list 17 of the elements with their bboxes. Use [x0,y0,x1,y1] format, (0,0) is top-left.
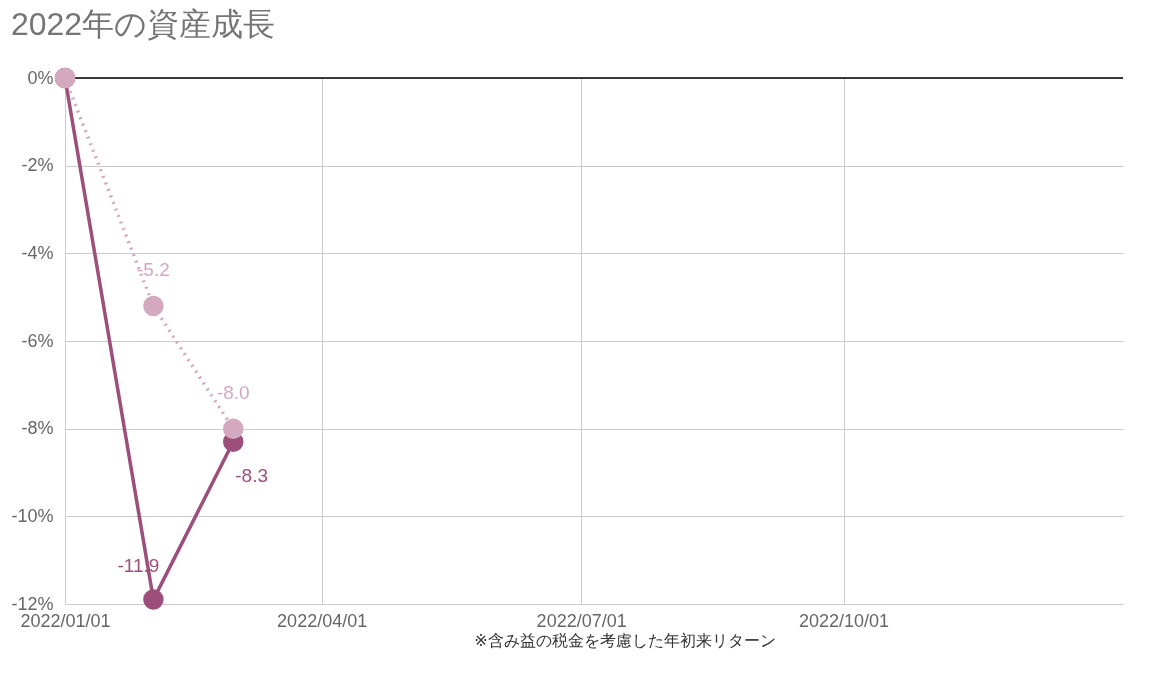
y-tick-label: -2% [21,155,54,176]
point [223,418,244,439]
point [143,295,164,317]
y-tick-label: -4% [21,242,54,263]
data-label: -8.0 [216,381,250,403]
data-label: -5.2 [137,258,170,280]
x-tick-label: 2022/10/01 [798,610,890,631]
data-label: -8.3 [235,464,268,486]
chart-title: 2022年の資産成長 [10,5,276,42]
text: ※含み益の税金を考慮した年初来リターン [474,632,776,649]
x-tick-label: 2022/07/01 [536,610,627,631]
y-tick-label: -8% [21,418,54,439]
y-tick-label: -10% [11,505,54,526]
x-tick-label: 2022/04/01 [277,610,368,631]
y-tick-label: -6% [21,330,54,351]
y-tick-label: 0% [27,67,54,88]
point [143,589,164,610]
